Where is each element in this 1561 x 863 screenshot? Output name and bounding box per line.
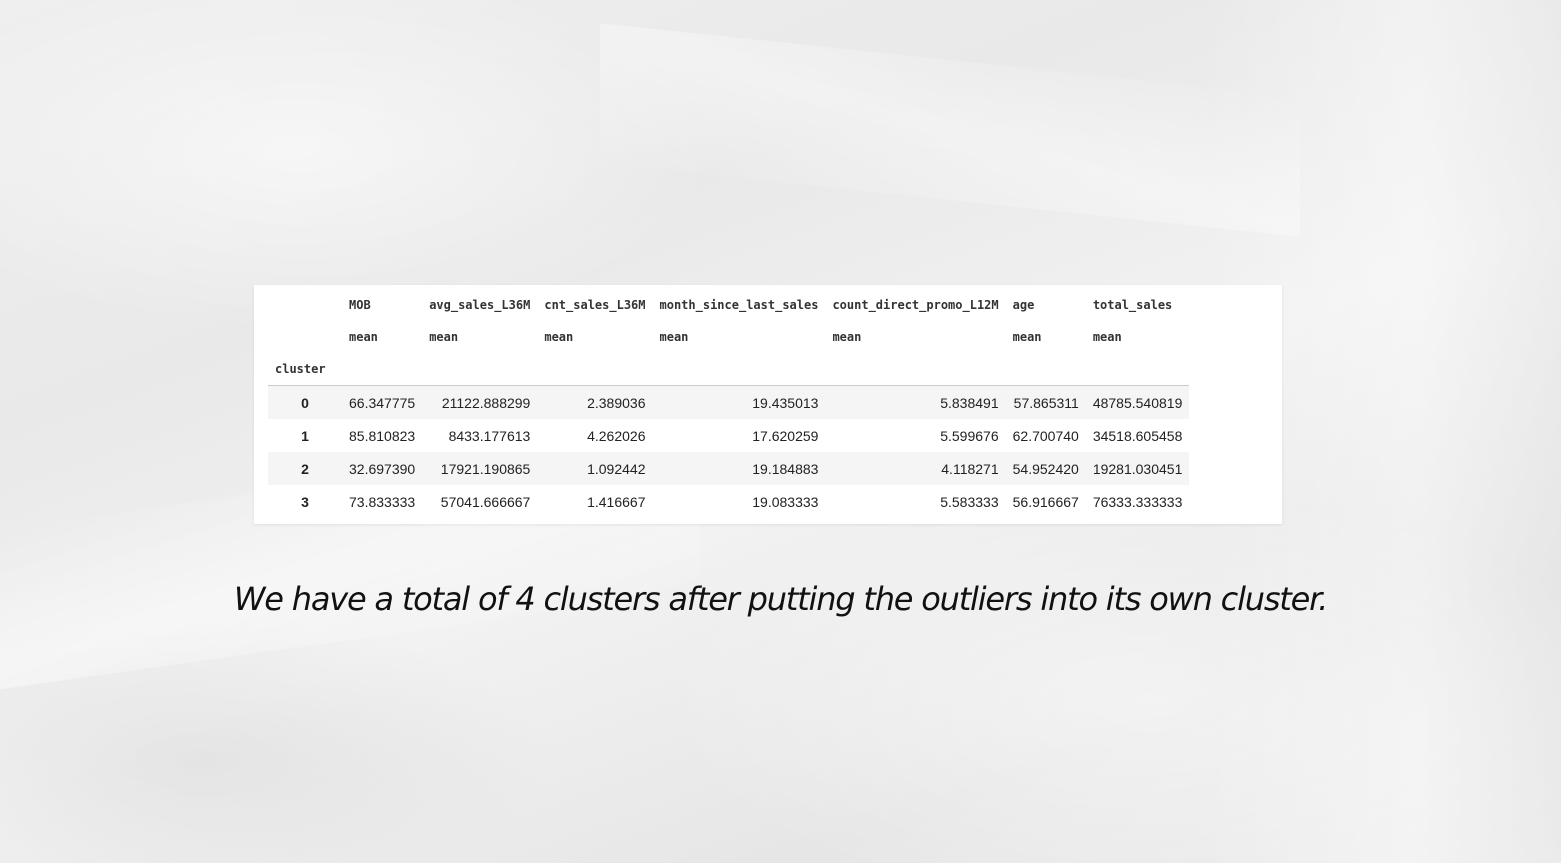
column-header: age: [1012, 298, 1035, 312]
table-row: 0 66.347775 21122.888299 2.389036 19.435…: [268, 385, 1190, 419]
table-cell: 4.118271: [825, 452, 1006, 485]
column-header: MOB: [349, 298, 371, 312]
table-cell: 19.184883: [652, 452, 826, 485]
table-cell: 57.865311: [1005, 385, 1086, 419]
table-row: 3 73.833333 57041.666667 1.416667 19.083…: [268, 485, 1189, 518]
column-header: total_sales: [1092, 298, 1173, 312]
column-stat: mean: [544, 330, 574, 344]
table-cell: 4.262026: [587, 427, 646, 444]
table-cell: 17921.190865: [422, 452, 538, 485]
background-fold: [600, 23, 1300, 237]
column-header: count_direct_promo_L12M: [832, 298, 999, 312]
table-cell: 19281.030451: [1085, 452, 1190, 485]
table-cell: 56.916667: [1012, 493, 1079, 510]
table-cell: 34518.605458: [1092, 427, 1183, 444]
table-cell: 19.435013: [652, 385, 826, 419]
column-stat: mean: [349, 330, 378, 344]
table-cell: 57041.666667: [440, 493, 531, 510]
column-stat: mean: [1012, 330, 1042, 344]
table-cell: 73.833333: [349, 493, 416, 510]
table-cell: 62.700740: [1012, 427, 1079, 444]
table-row: 1 85.810823 8433.177613 4.262026 17.6202…: [268, 419, 1189, 452]
table-cell: 2.389036: [537, 385, 653, 419]
row-index: 0: [268, 385, 342, 419]
column-stat: mean: [832, 330, 862, 344]
table-cell: 32.697390: [342, 452, 423, 485]
column-stat-row: mean mean mean mean mean mean mean: [268, 321, 1189, 353]
row-index: 1: [301, 427, 309, 444]
column-stat: mean: [429, 330, 459, 344]
table-cell: 17.620259: [752, 427, 819, 444]
table-cell: 48785.540819: [1085, 385, 1190, 419]
corner-cell: [268, 321, 342, 353]
column-header: avg_sales_L36M: [429, 298, 531, 312]
table-cell: 5.583333: [940, 493, 999, 510]
table-cell: 21122.888299: [422, 385, 538, 419]
cluster-means-table: MOB avg_sales_L36M cnt_sales_L36M month_…: [268, 289, 1190, 518]
column-name-row: MOB avg_sales_L36M cnt_sales_L36M month_…: [268, 289, 1189, 321]
index-name-row: cluster: [268, 353, 1189, 386]
table-cell: 1.092442: [537, 452, 653, 485]
slide-caption: We have a total of 4 clusters after putt…: [233, 580, 1328, 618]
table-cell: 85.810823: [349, 427, 416, 444]
table-cell: 19.083333: [752, 493, 819, 510]
table-cell: 66.347775: [342, 385, 423, 419]
column-header: cnt_sales_L36M: [544, 298, 646, 312]
table-cell: 8433.177613: [448, 427, 531, 444]
table-cell: 1.416667: [587, 493, 646, 510]
column-header: month_since_last_sales: [659, 298, 819, 312]
table-cell: 76333.333333: [1092, 493, 1183, 510]
row-index: 3: [301, 493, 309, 510]
table-cell: 5.599676: [940, 427, 999, 444]
table-cell: 54.952420: [1005, 452, 1086, 485]
dataframe-output: MOB avg_sales_L36M cnt_sales_L36M month_…: [254, 285, 1282, 524]
table-row: 2 32.697390 17921.190865 1.092442 19.184…: [268, 452, 1190, 485]
table-cell: 5.838491: [825, 385, 1006, 419]
corner-cell: [268, 289, 342, 321]
index-name: cluster: [275, 362, 326, 376]
row-index: 2: [268, 452, 342, 485]
column-stat: mean: [659, 330, 689, 344]
column-stat: mean: [1092, 330, 1122, 344]
